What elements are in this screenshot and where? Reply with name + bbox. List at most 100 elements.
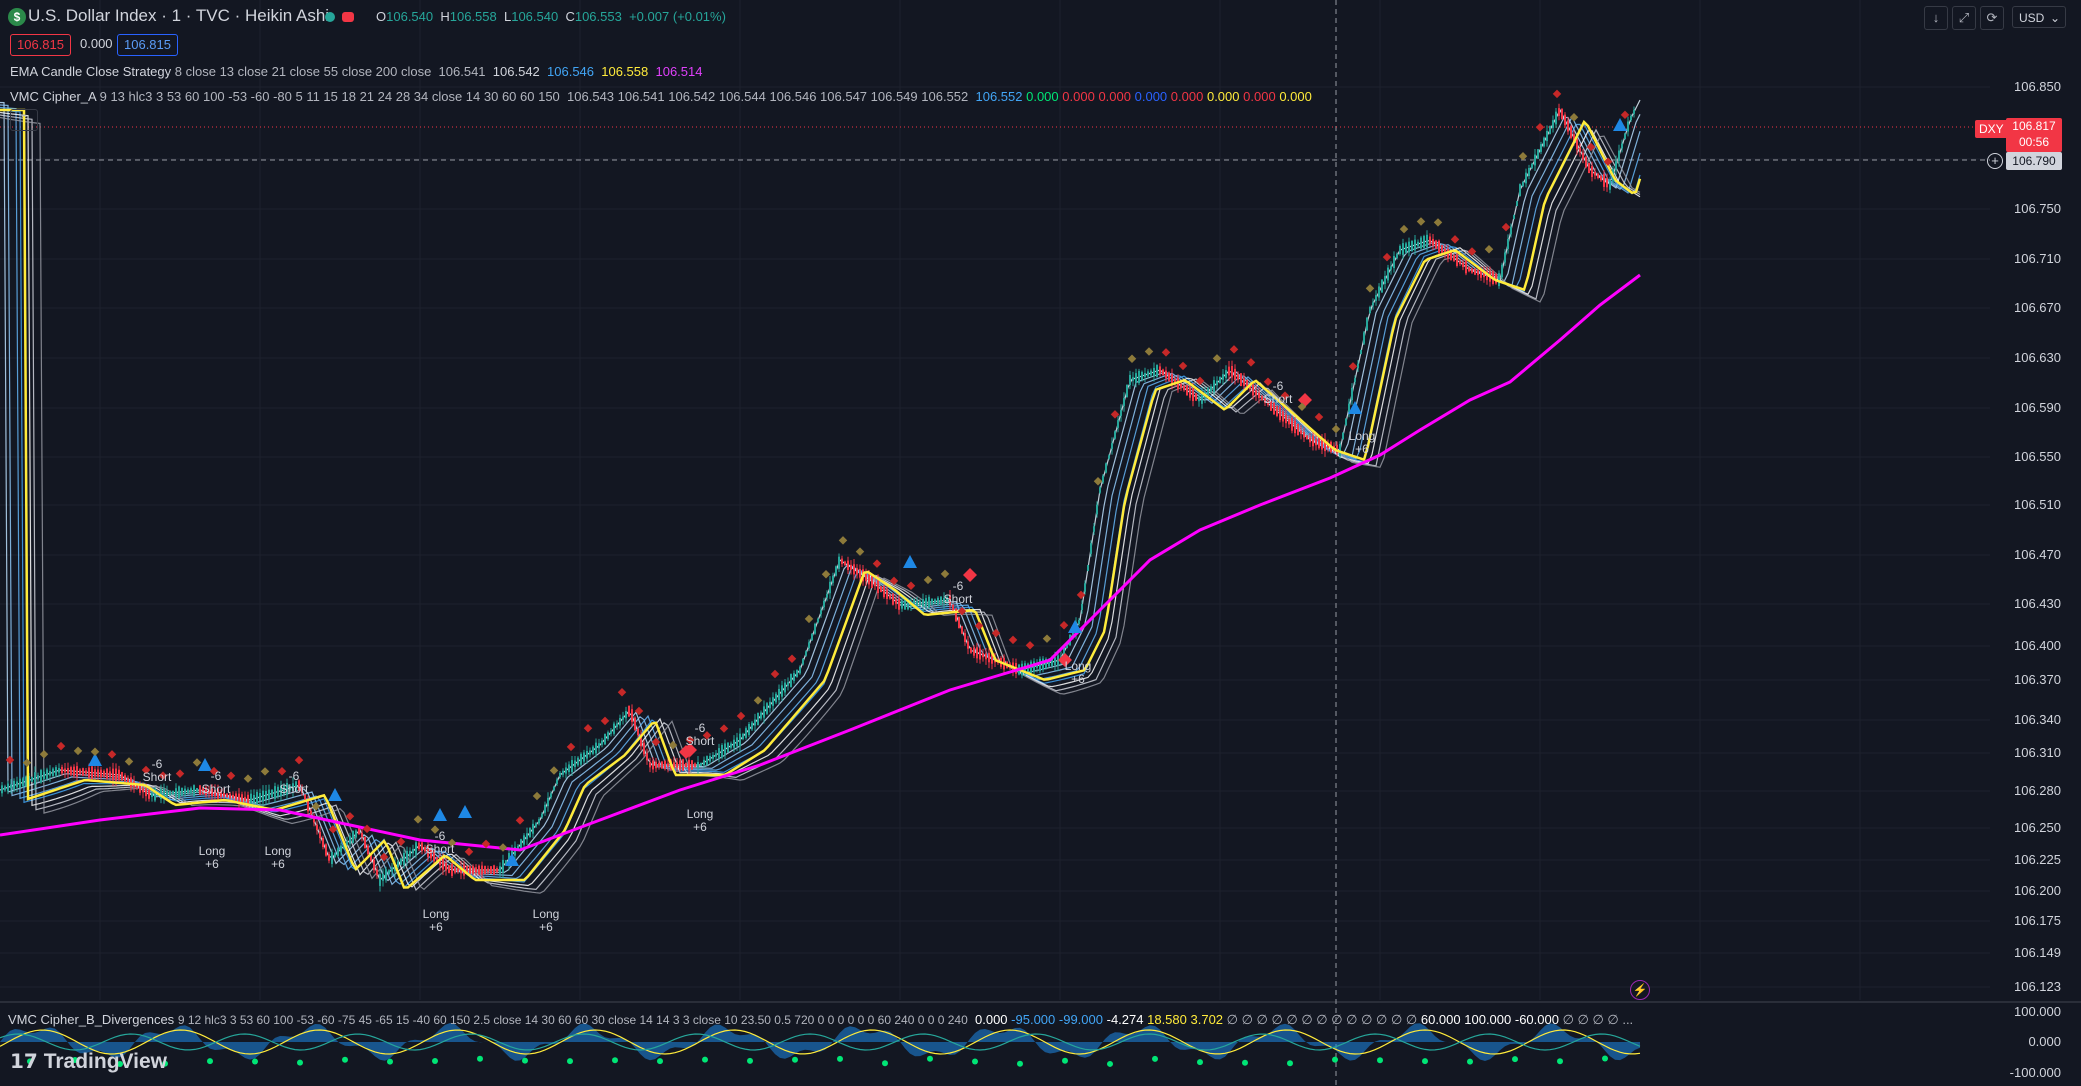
- candle-body: [1171, 374, 1173, 384]
- candle-body: [370, 854, 372, 861]
- candle-body: [1630, 115, 1632, 121]
- marker-dot: [481, 839, 491, 849]
- marker-dot: [1246, 358, 1256, 367]
- candle-body: [352, 830, 354, 844]
- trade-signal-label: Long +6: [422, 907, 450, 934]
- candle-body: [121, 772, 123, 781]
- candle-body: [505, 860, 507, 865]
- marker-dot: [617, 687, 627, 697]
- candle-body: [1477, 270, 1479, 276]
- signal-triangle-icon: [328, 788, 342, 801]
- candle-body: [487, 868, 489, 872]
- price-axis-label: 106.280: [2014, 783, 2061, 798]
- candle-body: [880, 586, 882, 592]
- candle-body: [151, 792, 153, 797]
- candle-body: [1624, 133, 1626, 140]
- marker-dot: [413, 815, 423, 824]
- candle-body: [1054, 657, 1056, 666]
- candle-body: [1033, 661, 1035, 672]
- price-axis-label: 106.590: [2014, 400, 2061, 415]
- candle-body: [49, 770, 51, 776]
- candle-body: [1297, 423, 1299, 436]
- candle-body: [673, 762, 675, 768]
- candle-body: [1240, 373, 1242, 387]
- marker-dot: [124, 757, 134, 766]
- vmc-cipher-a-legend[interactable]: VMC Cipher_A 9 13 hlc3 3 53 60 100 -53 -…: [10, 89, 1312, 104]
- currency-select[interactable]: USD ⌄: [2012, 6, 2066, 28]
- buy-dot: [432, 1057, 438, 1064]
- candle-body: [481, 865, 483, 875]
- download-icon[interactable]: ↓: [1924, 6, 1948, 30]
- sell-price-button[interactable]: 106.815: [10, 34, 71, 56]
- marker-dot: [651, 737, 661, 747]
- candle-body: [919, 600, 921, 606]
- marker-dot: [396, 837, 406, 846]
- candle-body: [706, 756, 708, 766]
- candle-body: [946, 597, 948, 604]
- candle-body: [991, 653, 993, 664]
- marker-dot: [1399, 224, 1409, 234]
- price-axis-label: 106.225: [2014, 852, 2061, 867]
- candle-body: [553, 786, 555, 791]
- candle-body: [1537, 149, 1539, 159]
- candle-body: [355, 830, 357, 838]
- oscillator-axis-label: 100.000: [2014, 1004, 2061, 1019]
- candle-body: [262, 790, 264, 802]
- tradingview-logo[interactable]: 𝟭𝟳 TradingView: [10, 1050, 168, 1073]
- vmc-cipher-b-legend[interactable]: VMC Cipher_B_Divergences 9 12 hlc3 3 53 …: [8, 1012, 1634, 1027]
- candle-body: [1558, 108, 1560, 116]
- candle-body: [787, 682, 789, 686]
- candle-body: [1549, 126, 1551, 134]
- candle-body: [277, 786, 279, 797]
- fullscreen-icon[interactable]: ⤢: [1952, 6, 1976, 30]
- candle-body: [490, 866, 492, 874]
- candle-body: [301, 787, 303, 793]
- candle-body: [925, 598, 927, 607]
- candle-body: [904, 599, 906, 610]
- candle-body: [1102, 475, 1104, 483]
- candle-body: [1282, 411, 1284, 422]
- candle-body: [166, 790, 168, 796]
- candle-body: [436, 857, 438, 862]
- candle-body: [679, 760, 681, 770]
- candle-body: [1291, 417, 1293, 431]
- flag-icon[interactable]: [342, 12, 354, 22]
- candle-body: [742, 733, 744, 740]
- add-alert-icon[interactable]: +: [1987, 153, 2003, 169]
- candle-body: [1393, 255, 1395, 269]
- candle-body: [136, 784, 138, 788]
- candle-body: [1411, 240, 1413, 252]
- lightning-icon[interactable]: ⚡: [1630, 980, 1650, 1000]
- marker-dot: [753, 696, 763, 705]
- candle-body: [724, 743, 726, 756]
- ema-ribbon-line: [0, 114, 1641, 892]
- candle-body: [1606, 178, 1608, 188]
- marker-dot: [90, 747, 100, 756]
- buy-price-button[interactable]: 106.815: [117, 34, 178, 56]
- candle-body: [751, 722, 753, 730]
- candle-body: [154, 788, 156, 801]
- candle-body: [1513, 215, 1515, 219]
- candle-body: [85, 770, 87, 774]
- candle-body: [76, 766, 78, 777]
- collapse-legend-button[interactable]: ⌃: [10, 109, 38, 131]
- marker-dot: [1025, 641, 1035, 650]
- candle-body: [193, 785, 195, 797]
- candle-body: [1501, 264, 1503, 278]
- screenshot-icon[interactable]: ⟳: [1980, 6, 2004, 30]
- marker-dot: [668, 740, 678, 750]
- candle-body: [517, 845, 519, 850]
- symbol-price-tag: DXY: [1975, 120, 2008, 138]
- candle-body: [40, 770, 42, 783]
- candle-body: [106, 768, 108, 780]
- candle-body: [628, 705, 630, 717]
- candle-body: [625, 711, 627, 719]
- candle-body: [1471, 268, 1473, 273]
- buy-dot: [522, 1057, 528, 1064]
- marker-dot: [1501, 222, 1511, 232]
- symbol-title[interactable]: U.S. Dollar Index · 1 · TVC · Heikin Ash…: [28, 6, 330, 25]
- ema-indicator-legend[interactable]: EMA Candle Close Strategy 8 close 13 clo…: [10, 64, 703, 79]
- candle-body: [973, 647, 975, 656]
- buy-dot: [1557, 1058, 1563, 1065]
